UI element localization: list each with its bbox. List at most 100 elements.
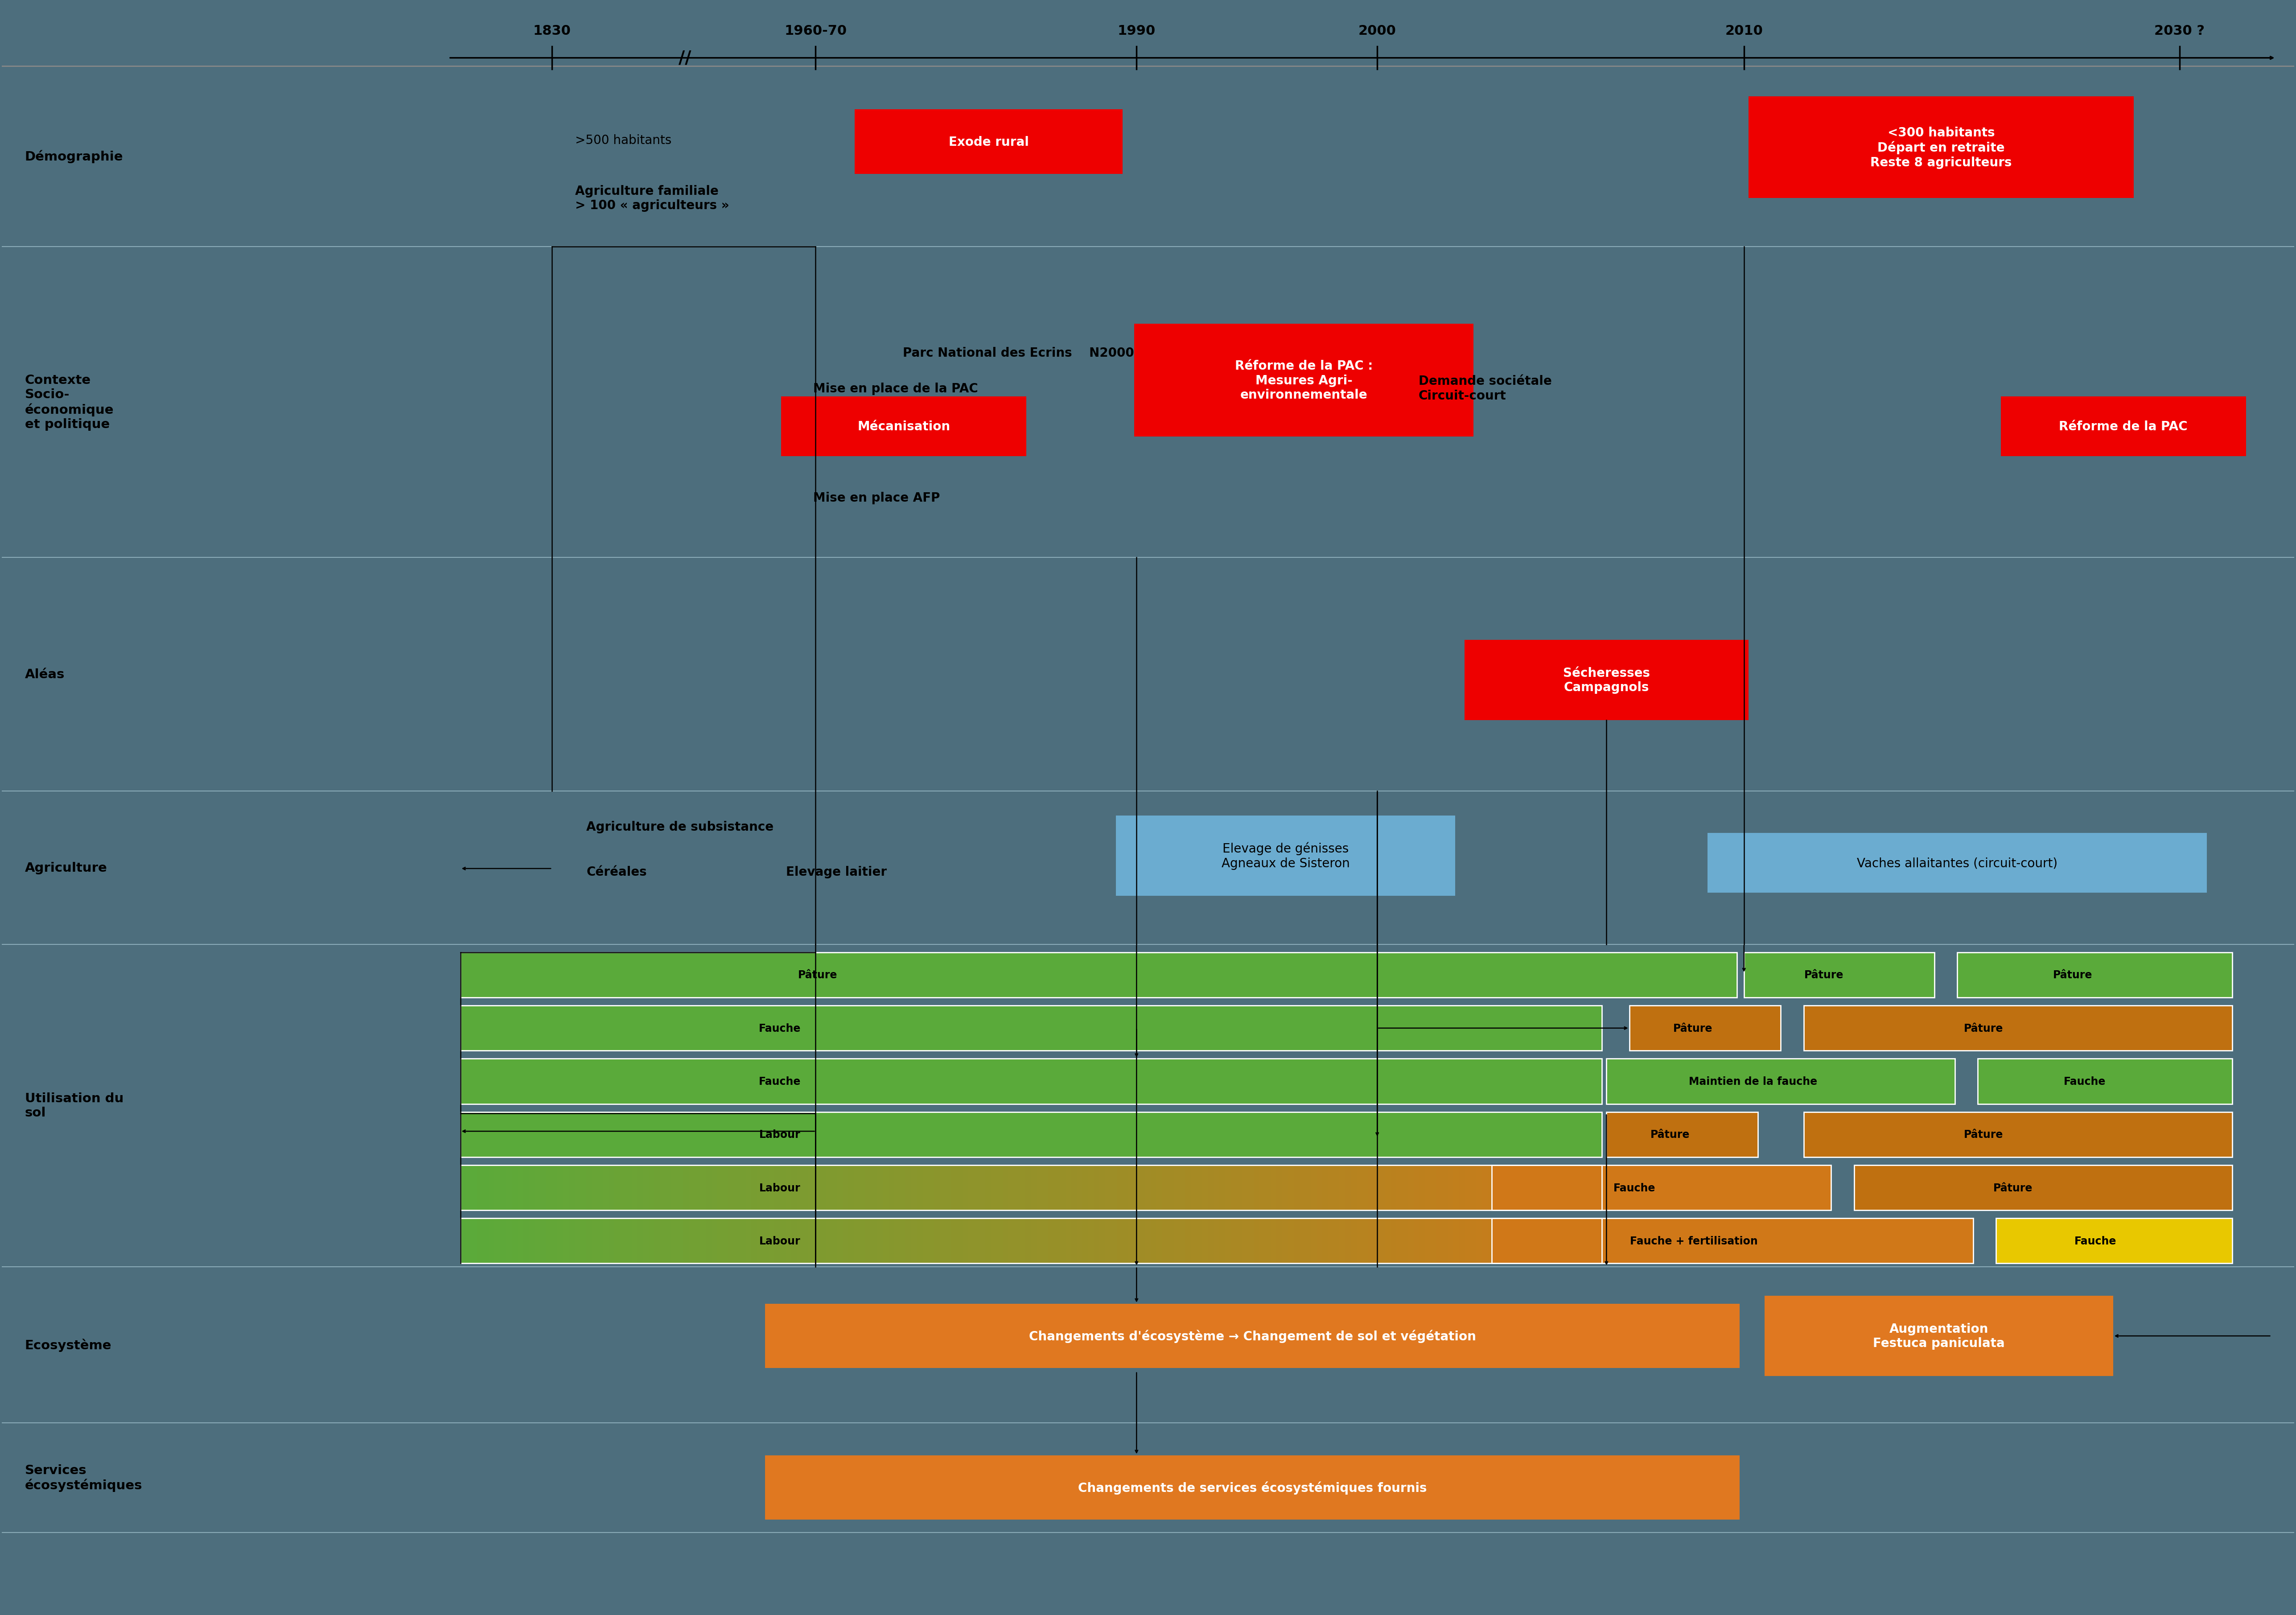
Bar: [1219, 1218, 1226, 1263]
Bar: [1226, 1164, 1231, 1210]
Bar: [854, 110, 1123, 174]
Text: 2030 ?: 2030 ?: [2154, 24, 2204, 37]
Bar: [1995, 1218, 2232, 1263]
Bar: [581, 1164, 585, 1210]
Bar: [723, 1164, 728, 1210]
Text: Pâture: Pâture: [1963, 1022, 2004, 1034]
Text: Elevage de génisses
Agneaux de Sisteron: Elevage de génisses Agneaux de Sisteron: [1221, 841, 1350, 869]
Bar: [1277, 1164, 1281, 1210]
Bar: [1019, 1164, 1026, 1210]
Bar: [1557, 1218, 1561, 1263]
Bar: [804, 1218, 808, 1263]
Bar: [1527, 1218, 1534, 1263]
Bar: [1538, 1218, 1545, 1263]
Bar: [1065, 1164, 1070, 1210]
Bar: [489, 1164, 494, 1210]
Bar: [1426, 1218, 1430, 1263]
Bar: [712, 1218, 716, 1263]
Bar: [459, 1164, 466, 1210]
Bar: [758, 1218, 762, 1263]
Bar: [912, 1218, 916, 1263]
Bar: [1472, 1164, 1476, 1210]
Bar: [494, 1164, 501, 1210]
Bar: [1373, 1218, 1380, 1263]
Bar: [893, 1164, 900, 1210]
Bar: [1545, 1218, 1550, 1263]
Bar: [900, 1218, 905, 1263]
Bar: [569, 1218, 574, 1263]
Bar: [1476, 1164, 1481, 1210]
Bar: [785, 1218, 792, 1263]
Bar: [1855, 1164, 2232, 1210]
Bar: [505, 1218, 512, 1263]
Bar: [1123, 1218, 1127, 1263]
Bar: [501, 1164, 505, 1210]
Bar: [1226, 1218, 1231, 1263]
Bar: [854, 1218, 861, 1263]
Bar: [877, 1218, 882, 1263]
Bar: [1561, 1218, 1568, 1263]
Bar: [762, 1218, 769, 1263]
Bar: [1196, 1218, 1203, 1263]
Bar: [620, 1218, 627, 1263]
Bar: [735, 1164, 739, 1210]
Bar: [1492, 1218, 1499, 1263]
Bar: [693, 1164, 700, 1210]
Bar: [1116, 1164, 1123, 1210]
Bar: [985, 1218, 992, 1263]
Bar: [1015, 1218, 1019, 1263]
Bar: [1019, 1218, 1026, 1263]
Bar: [1515, 1218, 1522, 1263]
Bar: [1238, 1218, 1242, 1263]
Bar: [650, 1164, 654, 1210]
Bar: [1311, 1218, 1316, 1263]
Bar: [1357, 1164, 1362, 1210]
Bar: [1630, 1006, 1782, 1051]
Bar: [735, 1218, 739, 1263]
Bar: [581, 1218, 585, 1263]
Bar: [1391, 1218, 1396, 1263]
Bar: [1442, 1218, 1449, 1263]
Bar: [957, 1164, 962, 1210]
Bar: [1049, 1218, 1054, 1263]
Bar: [1414, 1164, 1419, 1210]
Bar: [585, 1218, 592, 1263]
Text: Sécheresses
Campagnols: Sécheresses Campagnols: [1564, 667, 1651, 694]
Bar: [1249, 1164, 1254, 1210]
Bar: [746, 1164, 751, 1210]
Bar: [1042, 1218, 1049, 1263]
Text: 1960-70: 1960-70: [785, 24, 847, 37]
Bar: [939, 1218, 946, 1263]
Bar: [1049, 1164, 1054, 1210]
Bar: [1196, 1164, 1203, 1210]
Bar: [631, 1218, 638, 1263]
Bar: [831, 1218, 838, 1263]
Text: Fauche: Fauche: [2064, 1076, 2105, 1087]
Bar: [774, 1164, 781, 1210]
Text: Mécanisation: Mécanisation: [856, 420, 951, 433]
Bar: [677, 1218, 682, 1263]
Bar: [728, 1164, 735, 1210]
Bar: [1384, 1164, 1391, 1210]
Bar: [850, 1164, 854, 1210]
Bar: [951, 1164, 957, 1210]
Bar: [838, 1218, 843, 1263]
Bar: [1805, 1113, 2232, 1158]
Bar: [765, 1455, 1740, 1520]
Bar: [1805, 1006, 2232, 1051]
Bar: [558, 1218, 563, 1263]
Bar: [700, 1164, 705, 1210]
Bar: [1407, 1164, 1414, 1210]
Bar: [563, 1164, 569, 1210]
Bar: [597, 1164, 604, 1210]
Bar: [1116, 1218, 1123, 1263]
Bar: [843, 1218, 850, 1263]
Bar: [1134, 1164, 1139, 1210]
Text: Pâture: Pâture: [799, 969, 838, 980]
Bar: [916, 1164, 923, 1210]
Bar: [739, 1218, 746, 1263]
Bar: [654, 1218, 659, 1263]
Bar: [792, 1218, 797, 1263]
Text: Maintien de la fauche: Maintien de la fauche: [1688, 1076, 1816, 1087]
Bar: [677, 1164, 682, 1210]
